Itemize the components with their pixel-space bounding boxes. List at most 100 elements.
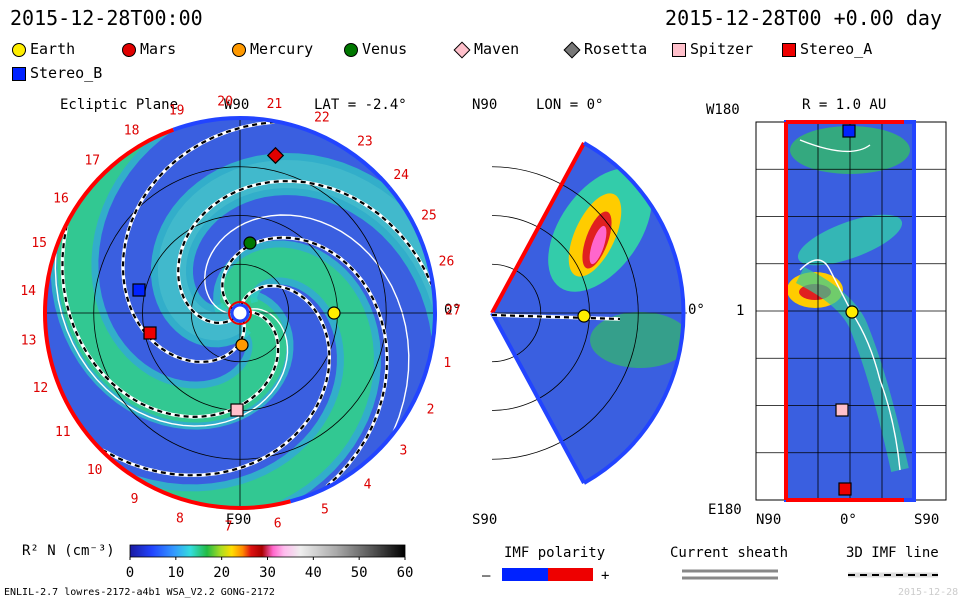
mercury-marker [235,338,249,352]
earth-marker [327,306,341,320]
stereo-a-marker [143,326,157,340]
sector-label: 12 [33,381,49,396]
radial-top-left-label: W180 [706,102,740,118]
sector-label: 7 [225,520,233,535]
current-sheath-line [799,139,901,471]
sector-label: 15 [31,236,47,251]
legend-marker-spitzer [672,42,686,57]
imf-line [61,225,280,419]
imf-plus-label: + [601,568,610,584]
imf-line [177,180,433,325]
meridional-lon: LON = 0° [536,97,604,113]
meridional-right-label: 0° [688,302,705,318]
radial-bottom-left-label: E180 [708,502,742,518]
sector-label: 13 [21,333,37,348]
meridional-top-label: N90 [472,97,498,113]
imf-minus-label: – [482,568,491,584]
legend-item-maven: Maven [453,40,519,58]
imf-line [102,284,331,477]
legend-item-earth: Earth [12,40,75,58]
legend-item-spitzer: Spitzer [672,40,753,58]
imf-polarity-positive [548,568,593,581]
sector-label: 24 [393,168,409,183]
meridional-background [492,143,684,483]
venus-marker [243,236,257,250]
legend-label: Spitzer [690,40,754,58]
radial-mid-label: 1 [736,303,745,319]
legend-marker-mars [122,42,136,57]
legend-item-rosetta: Rosetta [563,40,648,58]
header-datetime: 2015-12-28T00:00 [10,6,203,30]
sector-label: 9 [131,492,139,507]
legend-label: Stereo_A [800,40,873,58]
colorbar-tick-label: 0 [126,565,134,581]
legend-marker-venus [344,42,358,57]
ecliptic-right-label: 0° [444,302,461,318]
legend-item-venus: Venus [344,40,407,58]
sector-label: 23 [357,135,373,150]
sector-label: 17 [84,154,100,169]
radial-x-right-label: S90 [914,512,940,528]
model-info: ENLIL-2.7 lowres-2172-a4b1 WSA_V2.2 GONG… [4,587,275,598]
imf-polarity-label: IMF polarity [504,545,606,561]
ecliptic-lat: LAT = -2.4° [314,97,407,113]
legend-label: Rosetta [584,40,648,58]
footer-date: 2015-12-28 [898,587,959,598]
ecliptic-title: Ecliptic Plane [60,97,179,113]
imf-line [121,121,275,364]
boundary-arc-blue [172,116,391,189]
sector-label: 5 [321,502,329,517]
legend-marker-earth [12,42,26,57]
sector-label: 20 [217,95,233,110]
stereo-b-marker [132,283,146,297]
density-band [590,312,684,368]
sector-label: 3 [399,444,407,459]
sector-label: 1 [443,356,451,371]
imf-polarity-negative [502,568,548,581]
sun [230,303,250,323]
legend-label: Stereo_B [30,64,103,82]
current-sheath-line [204,214,410,433]
sun-ring [228,301,252,325]
sector-label: 16 [53,192,69,207]
legend-label: Mars [140,40,177,58]
sector-label: 11 [55,425,71,440]
sector-label: 10 [87,463,103,478]
colorbar [129,544,406,558]
current-sheath-line [54,251,289,427]
colorbar-tick-label: 10 [167,565,184,581]
density-band-core [158,159,435,373]
colorbar-tick-label: 60 [397,565,414,581]
legend-label: Venus [362,40,408,58]
current-sheath-label: Current sheath [670,545,789,561]
boundary-arc-blue [289,186,437,504]
sector-label: 4 [364,478,372,493]
boundary-blue-lower [490,312,586,484]
legend-item-stereo_b: Stereo_B [12,64,102,82]
ecliptic-bottom-label: E90 [226,512,252,528]
sector-label: 14 [20,284,36,299]
colorbar-tick-label: 50 [351,565,368,581]
stereo-b-marker [842,124,856,138]
maven-marker [266,146,285,165]
sector-label: 22 [314,110,330,125]
legend-marker-stereo_b [12,66,26,81]
boundary-arc-red [43,127,291,510]
boundary-blue-arc [583,141,686,485]
meridional-bottom-label: S90 [472,512,498,528]
ecliptic-top-label: W90 [224,97,250,113]
boundary-red [490,142,586,314]
sector-label: 19 [169,104,185,119]
earth-marker [577,309,591,323]
earth-marker [845,305,859,319]
sector-label: 18 [124,124,140,139]
stereo-a-marker [838,482,852,496]
spitzer-marker [230,403,244,417]
legend-label: Earth [30,40,76,58]
legend-item-stereo_a: Stereo_A [782,40,872,58]
radial-x-mid-label: 0° [840,512,857,528]
density-band [795,266,909,472]
imf-line [221,236,389,488]
sector-label: 21 [267,97,283,112]
density-band-core [90,247,374,508]
